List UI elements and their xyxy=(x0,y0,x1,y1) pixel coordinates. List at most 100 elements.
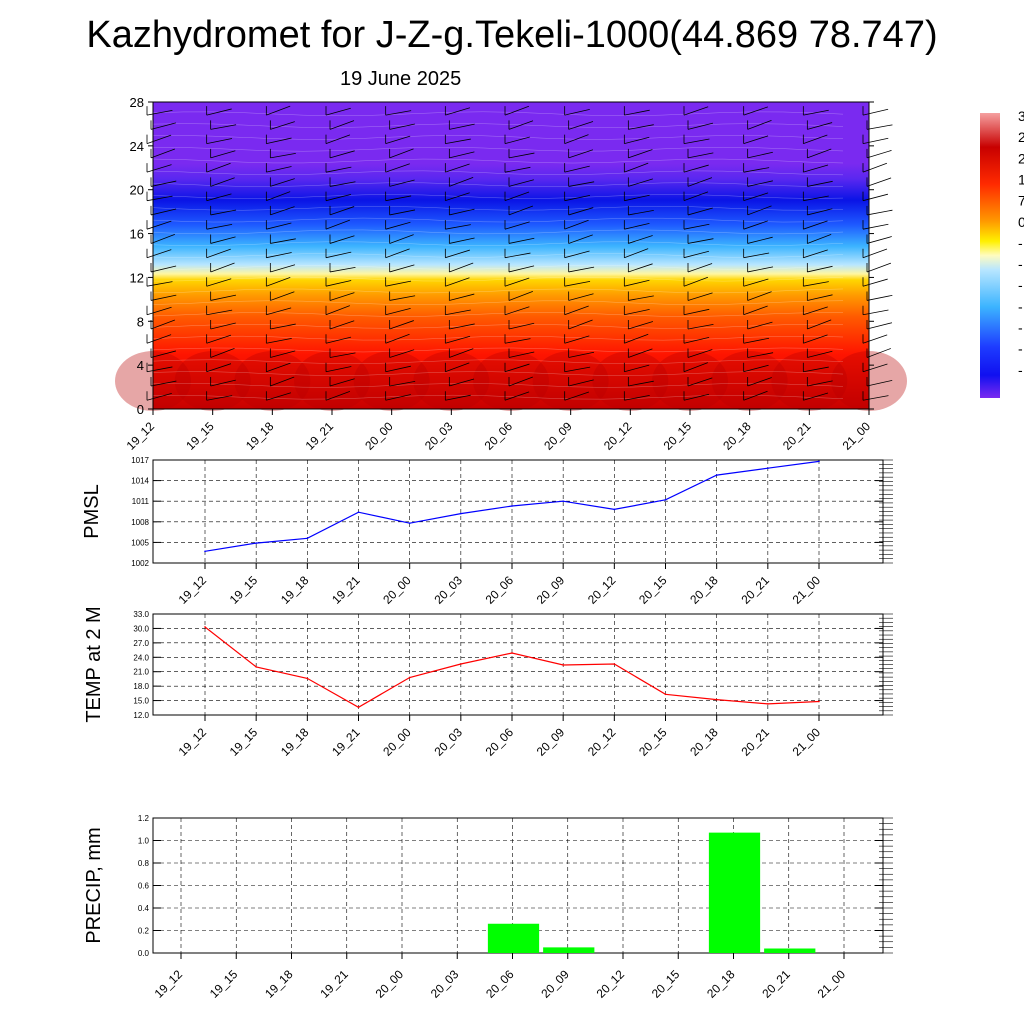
colorbar-label: 2 xyxy=(1018,129,1024,145)
wind-barb xyxy=(568,205,594,216)
pmsl-point xyxy=(664,499,667,501)
warm-core xyxy=(234,351,311,411)
wind-barb xyxy=(627,291,654,301)
wind-barb xyxy=(564,219,589,230)
x-tick-label: 19_15 xyxy=(227,573,261,607)
wind-barb xyxy=(564,106,590,116)
x-tick-label: 20_06 xyxy=(482,419,516,453)
y-tick-label: 1008 xyxy=(131,518,149,527)
warm-core xyxy=(592,351,669,411)
wind-barb xyxy=(806,120,833,130)
pmsl-point xyxy=(460,512,462,515)
precipitation-bar xyxy=(487,923,540,953)
wind-barb xyxy=(683,220,710,230)
wind-barb xyxy=(743,106,768,116)
wind-barb xyxy=(623,162,649,173)
wind-barb xyxy=(444,334,471,344)
y-tick-label: 18.0 xyxy=(133,682,149,691)
pmsl-point xyxy=(306,537,309,540)
wind-barb xyxy=(747,119,772,130)
wind-barb xyxy=(389,348,415,358)
colorbar-label: - xyxy=(1018,320,1023,336)
wind-barb xyxy=(385,277,412,287)
wind-barb xyxy=(206,191,232,202)
wind-barb xyxy=(508,205,534,216)
wind-barb xyxy=(329,291,355,301)
wind-barb xyxy=(627,234,653,244)
wind-barb xyxy=(269,234,296,244)
wind-barb xyxy=(862,305,889,316)
wind-barb xyxy=(743,390,768,401)
wind-barb xyxy=(385,134,411,145)
wind-barb xyxy=(862,334,888,344)
wind-barb xyxy=(265,305,292,316)
wind-barb xyxy=(385,191,412,202)
wind-barb xyxy=(508,348,535,358)
wind-barb xyxy=(269,177,295,187)
wind-barb xyxy=(448,205,475,216)
plot-frame xyxy=(152,459,884,564)
wind-barb xyxy=(866,376,893,387)
temperature-point xyxy=(664,693,667,696)
wind-barb xyxy=(385,362,411,373)
y-tick-label: 16 xyxy=(130,227,144,242)
wind-barb xyxy=(325,191,352,202)
wind-barb xyxy=(329,376,355,387)
wind-barb xyxy=(504,191,530,202)
wind-barb xyxy=(448,262,474,273)
pmsl-point xyxy=(818,460,820,463)
y-axis-label: TEMP at 2 M xyxy=(83,606,105,722)
wind-barb xyxy=(564,334,590,344)
wind-barb xyxy=(265,163,292,173)
wind-barb xyxy=(448,291,475,301)
wind-barb xyxy=(802,277,829,287)
y-tick-label: 0.2 xyxy=(138,927,150,936)
wind-barb xyxy=(146,163,172,173)
contour-line xyxy=(152,253,844,258)
wind-barb xyxy=(687,120,714,130)
wind-barb xyxy=(269,148,296,159)
wind-barb xyxy=(448,148,475,159)
x-tick-label: 19_12 xyxy=(152,967,186,1001)
wind-barb xyxy=(325,106,351,116)
wind-barb xyxy=(743,191,769,202)
wind-barb xyxy=(568,177,595,187)
y-tick-label: 24 xyxy=(130,139,144,154)
y-tick-label: 1011 xyxy=(132,497,150,506)
wind-barb xyxy=(568,319,593,330)
wind-barb xyxy=(385,248,410,259)
x-tick-label: 20_15 xyxy=(649,967,683,1001)
wind-barb xyxy=(269,205,295,216)
x-tick-label: 19_18 xyxy=(278,725,312,759)
temperature-point xyxy=(408,676,411,679)
pmsl-point xyxy=(511,505,513,507)
wind-barb xyxy=(862,134,889,145)
wind-barb xyxy=(448,348,474,358)
wind-barb xyxy=(329,120,355,130)
x-tick-label: 20_00 xyxy=(380,573,414,607)
y-tick-label: 0.6 xyxy=(138,882,150,891)
wind-barb xyxy=(743,334,770,344)
wind-barb xyxy=(568,262,595,273)
wind-barb xyxy=(802,362,829,373)
wind-barb xyxy=(568,291,594,301)
contour-line xyxy=(152,394,844,400)
wind-barb xyxy=(862,191,889,202)
temperature-point xyxy=(460,663,462,665)
wind-barb xyxy=(385,391,411,401)
y-tick-label: 15.0 xyxy=(133,697,149,706)
wind-barb xyxy=(444,191,470,202)
x-tick-label: 20_12 xyxy=(594,967,628,1001)
colorbar-label: 1 xyxy=(1018,171,1024,187)
x-tick-label: 20_06 xyxy=(483,725,517,759)
temperature-point xyxy=(715,698,718,701)
wind-barb xyxy=(269,376,295,387)
wind-barb xyxy=(568,376,594,387)
wind-barb xyxy=(206,391,233,401)
wind-barb xyxy=(683,362,708,373)
wind-barb xyxy=(683,106,709,116)
pmsl-point xyxy=(613,508,616,511)
wind-barb xyxy=(385,305,411,316)
colorbar-label: - xyxy=(1018,362,1023,378)
